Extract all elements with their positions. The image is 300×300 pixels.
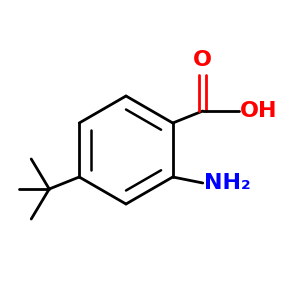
Text: NH₂: NH₂ bbox=[204, 173, 251, 193]
Text: OH: OH bbox=[240, 101, 278, 121]
Text: O: O bbox=[193, 50, 212, 70]
